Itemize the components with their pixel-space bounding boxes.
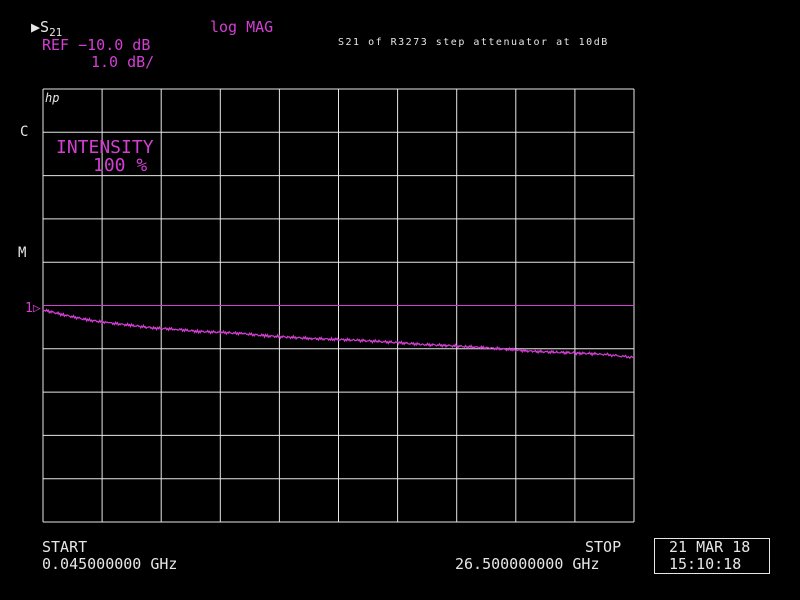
- intensity-label: INTENSITY: [56, 137, 154, 158]
- side-indicator-m: M: [18, 245, 27, 261]
- intensity-value: 100 %: [93, 155, 148, 176]
- grid-lines: [42, 88, 635, 523]
- date-text: 21 MAR 18: [669, 538, 751, 556]
- side-indicator-c: C: [20, 124, 29, 140]
- start-label: START: [42, 538, 88, 556]
- measurement-title: S21 of R3273 step attenuator at 10dB: [338, 37, 609, 48]
- stop-frequency: 26.500000000 GHz: [455, 555, 600, 573]
- stop-label: STOP: [585, 538, 622, 556]
- reference-position-marker: 1▷: [25, 301, 41, 316]
- start-frequency: 0.045000000 GHz: [42, 555, 178, 573]
- marker-icon: ▶: [31, 18, 41, 36]
- hp-logo: hp: [45, 91, 60, 105]
- format-label: log MAG: [210, 18, 274, 36]
- active-parameter: ▶S21: [31, 18, 63, 39]
- trace-line: [42, 308, 635, 360]
- time-text: 15:10:18: [669, 555, 742, 573]
- scale-per-division: 1.0 dB/: [91, 53, 155, 71]
- date-time-box: 21 MAR 18 15:10:18: [654, 538, 770, 574]
- reference-level: REF −10.0 dB: [42, 36, 151, 54]
